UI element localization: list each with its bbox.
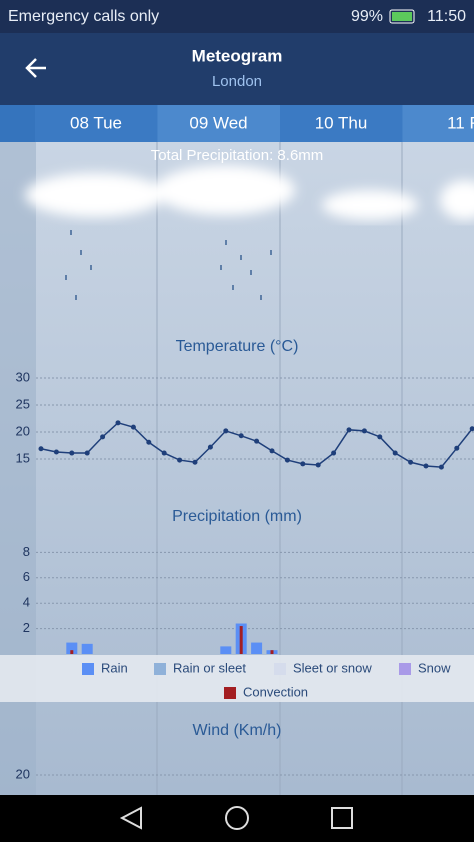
y-tick-label: 25	[16, 396, 30, 411]
battery-fill	[392, 12, 412, 21]
day-tab[interactable]	[280, 105, 403, 142]
temperature-point	[361, 428, 367, 434]
y-tick-label: 6	[23, 569, 30, 584]
temperature-point	[38, 446, 44, 452]
temperature-point	[177, 457, 183, 463]
precip-bar	[70, 650, 74, 654]
rain-drops	[65, 230, 272, 300]
chart-title: Wind (Km/h)	[193, 722, 282, 739]
header	[0, 33, 474, 105]
legend-label: Rain or sleet	[173, 660, 246, 675]
day-tab[interactable]	[35, 105, 158, 142]
y-tick-label: 20	[16, 766, 30, 781]
battery-icon	[389, 9, 415, 24]
battery-level: 99%	[351, 8, 383, 25]
nav-back[interactable]	[119, 806, 142, 830]
legend-swatch	[274, 663, 286, 675]
legend-label: Convection	[243, 684, 308, 699]
back-button[interactable]	[25, 58, 46, 78]
temperature-point	[254, 438, 260, 444]
header-subtitle: London	[212, 73, 262, 90]
y-tick-label: 8	[23, 544, 30, 559]
temperature-point	[100, 434, 106, 440]
temperature-point	[300, 461, 306, 467]
y-tick-label: 2	[23, 620, 30, 635]
temperature-point	[315, 462, 321, 468]
temperature-point	[377, 434, 383, 440]
legend-swatch	[224, 687, 236, 699]
legend-swatch	[82, 663, 94, 675]
y-tick-label: 15	[16, 450, 30, 465]
temperature-point	[192, 459, 198, 465]
temperature-point	[269, 448, 275, 454]
clouds	[25, 165, 474, 220]
temperature-point	[223, 428, 229, 434]
temperature-point	[115, 420, 121, 426]
precip-bar	[220, 646, 232, 654]
chart-title: Precipitation (mm)	[172, 508, 302, 525]
temperature-point	[438, 464, 444, 470]
day-tab-label: 10 Thu	[315, 113, 368, 132]
y-tick-label: 30	[16, 369, 30, 384]
total-precipitation: Total Precipitation: 8.6mm	[151, 147, 324, 164]
precip-bar	[66, 642, 78, 654]
temperature-point	[392, 450, 398, 456]
day-tab-label: 09 Wed	[189, 113, 247, 132]
y-tick-label: 20	[16, 423, 30, 438]
day-tab[interactable]	[402, 105, 474, 142]
legend-swatch	[399, 663, 411, 675]
temperature-point	[207, 444, 213, 450]
header-title: Meteogram	[192, 46, 283, 65]
carrier: Emergency calls only	[8, 8, 159, 25]
precip-bar	[270, 650, 274, 654]
temperature-point	[284, 457, 290, 463]
legend-label: Sleet or snow	[293, 660, 372, 675]
precip-bar	[239, 626, 243, 654]
clock: 11:50	[427, 8, 466, 25]
nav-home[interactable]	[225, 806, 249, 830]
temperature-point	[346, 427, 352, 433]
temperature-point	[331, 450, 337, 456]
temperature-point	[238, 433, 244, 439]
legend-label: Rain	[101, 660, 128, 675]
temperature-point	[84, 450, 90, 456]
chart-title: Temperature (°C)	[176, 338, 299, 355]
day-tab[interactable]	[157, 105, 281, 142]
legend-label: Snow	[418, 660, 451, 675]
nav-bar	[0, 795, 474, 842]
precip-bar	[251, 642, 263, 654]
temperature-point	[161, 450, 167, 456]
temperature-point	[469, 426, 474, 432]
day-tab-label: 11 F	[447, 113, 474, 132]
temperature-point	[408, 459, 414, 465]
legend-band	[0, 655, 474, 702]
legend-swatch	[154, 663, 166, 675]
y-tick-label: 4	[23, 595, 30, 610]
temperature-point	[423, 463, 429, 469]
temperature-point	[146, 439, 152, 445]
nav-recent[interactable]	[331, 807, 353, 829]
temperature-point	[69, 450, 75, 456]
day-tab-label: 08 Tue	[70, 113, 122, 132]
temperature-point	[130, 424, 136, 430]
temperature-point	[454, 445, 460, 451]
precip-bar	[81, 643, 93, 654]
temperature-point	[53, 449, 59, 455]
